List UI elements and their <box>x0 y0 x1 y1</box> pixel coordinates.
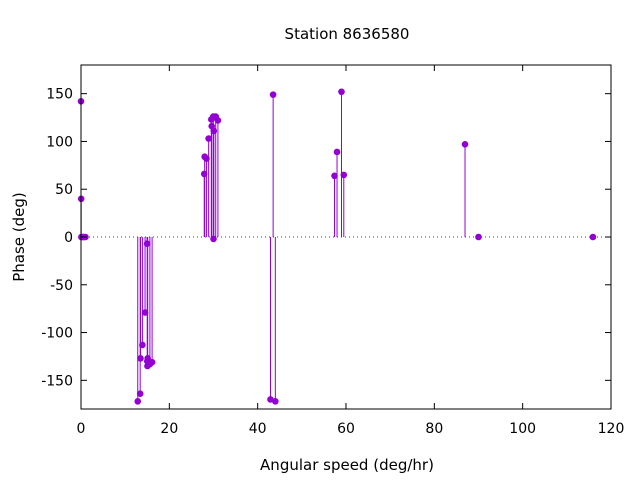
x-tick-label: 60 <box>337 421 355 437</box>
data-point <box>143 240 151 247</box>
x-tick-label: 120 <box>598 421 625 437</box>
data-point <box>136 390 144 398</box>
x-tick-label: 100 <box>509 421 536 437</box>
data-points <box>77 88 597 405</box>
data-point <box>139 341 146 349</box>
y-axis-ticks: -150 -100 -50 0 50 100 150 <box>41 87 611 389</box>
data-point <box>205 135 212 142</box>
x-tick-label: 20 <box>160 421 178 437</box>
data-point <box>340 171 348 179</box>
x-axis-ticks: 0 20 40 60 80 100 120 <box>77 65 625 437</box>
y-tick-label: 50 <box>55 182 73 198</box>
data-point <box>333 148 341 156</box>
data-point <box>137 355 144 362</box>
data-point <box>461 141 469 148</box>
data-point <box>141 309 149 316</box>
y-tick-label: 100 <box>46 134 73 150</box>
y-axis-title: Phase (deg) <box>10 192 28 282</box>
x-axis-title: Angular speed (deg/hr) <box>260 456 434 474</box>
data-point <box>214 117 222 124</box>
data-point <box>203 155 210 162</box>
data-point <box>475 233 482 241</box>
x-tick-label: 80 <box>425 421 443 437</box>
data-point <box>144 355 151 362</box>
data-point <box>589 233 597 241</box>
y-tick-label: -100 <box>41 326 73 342</box>
data-point <box>210 235 217 243</box>
impulse-lines <box>80 91 466 402</box>
y-tick-label: -150 <box>41 373 73 389</box>
y-tick-label: 0 <box>64 230 73 246</box>
data-point <box>272 398 279 405</box>
data-point <box>200 170 208 178</box>
data-point <box>269 91 277 98</box>
x-tick-label: 40 <box>249 421 267 437</box>
data-point <box>148 358 156 366</box>
chart-title: Station 8636580 <box>285 25 410 43</box>
data-point <box>338 88 345 96</box>
x-tick-label: 0 <box>77 421 86 437</box>
y-tick-label: 150 <box>46 87 73 103</box>
data-point <box>331 172 338 180</box>
data-point <box>210 127 218 135</box>
data-point <box>134 398 142 405</box>
y-tick-label: -50 <box>50 278 73 294</box>
